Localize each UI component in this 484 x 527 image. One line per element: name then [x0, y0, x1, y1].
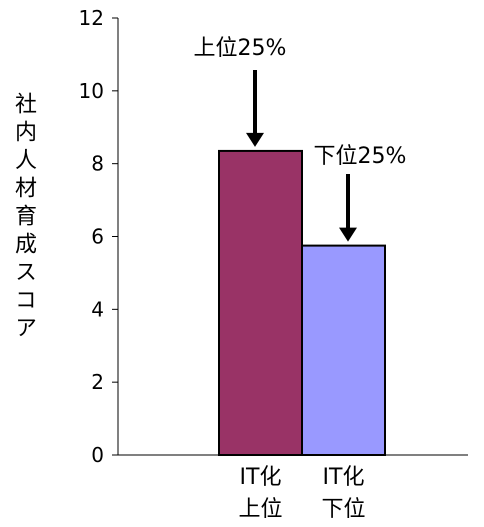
y-tick-label: 6: [91, 225, 104, 249]
annotation-label-1: 下位25%: [314, 144, 407, 169]
x-tick-label: 上位: [238, 497, 282, 522]
y-tick-label: 4: [91, 297, 104, 321]
y-tick-label: 10: [79, 79, 104, 103]
x-tick-label: 下位: [321, 497, 365, 522]
annotation-arrowhead-0: [246, 132, 264, 147]
y-tick-label: 2: [91, 370, 104, 394]
x-tick-label: IT化: [240, 465, 282, 490]
bar-0: [218, 149, 303, 456]
y-axis-label-text: 社内人材育成スコア: [11, 92, 36, 344]
y-axis-label: 社内人材育成スコア: [6, 58, 40, 378]
bars: [218, 149, 386, 456]
y-tick-label: 12: [79, 6, 104, 30]
annotation-label-0: 上位25%: [194, 36, 287, 61]
y-tick-label: 0: [91, 443, 104, 467]
bar-1: [301, 244, 386, 456]
y-tick-label: 8: [91, 152, 104, 176]
x-tick-label: IT化: [323, 465, 365, 490]
annotation-arrowhead-1: [339, 227, 357, 242]
